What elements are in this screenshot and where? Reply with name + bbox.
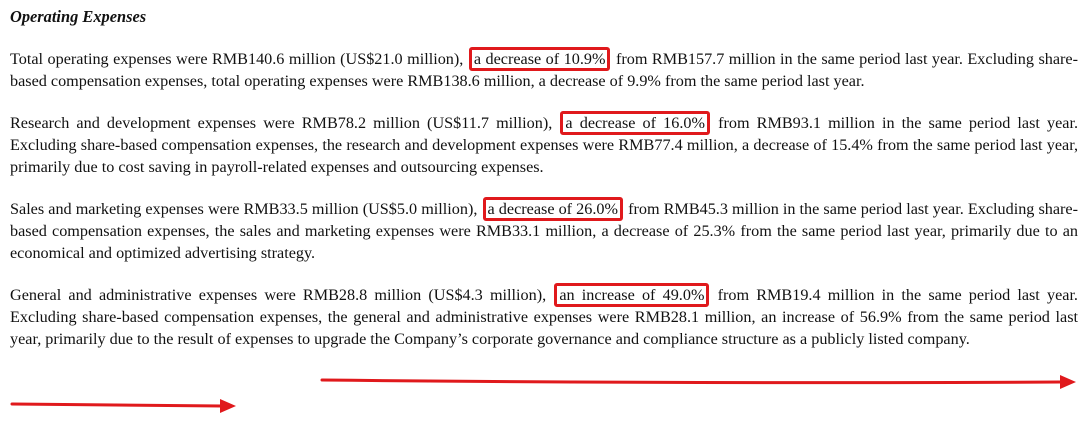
paragraph-text-before: General and administrative expenses were… [10, 286, 547, 304]
arrowhead-1 [1060, 375, 1076, 389]
paragraph-text-before: Research and development expenses were R… [10, 114, 553, 132]
paragraph-text-after: from RMB45.3 million in the same period … [10, 200, 1079, 262]
section-title: Operating Expenses [10, 7, 147, 26]
highlight-box: a decrease of 16.0% [560, 111, 710, 135]
paragraph-sales-marketing: Sales and marketing expenses were RMB33.… [10, 197, 1079, 264]
paragraph-text-after: from RMB157.7 million in the same period… [10, 50, 1078, 90]
underline-arrow-2 [10, 402, 224, 408]
paragraph-text-after: from RMB93.1 million in the same period … [10, 114, 1079, 176]
highlight-box: a decrease of 26.0% [482, 197, 623, 221]
underline-arrow-1 [320, 378, 1062, 385]
arrowhead-2 [220, 399, 236, 413]
paragraph-text-after: from RMB19.4 million in the same period … [10, 286, 1078, 348]
highlight-box: a decrease of 10.9% [468, 47, 611, 71]
paragraph-general-administrative: General and administrative expenses were… [10, 283, 1078, 350]
document-body: Operating Expenses Total operating expen… [10, 6, 1078, 350]
paragraph-text-before: Total operating expenses were RMB140.6 m… [10, 50, 464, 68]
paragraph-text-before: Sales and marketing expenses were RMB33.… [10, 200, 478, 218]
paragraph-total-opex: Total operating expenses were RMB140.6 m… [10, 47, 1078, 92]
highlight-box: an increase of 49.0% [554, 283, 710, 307]
paragraph-research-development: Research and development expenses were R… [10, 111, 1079, 178]
